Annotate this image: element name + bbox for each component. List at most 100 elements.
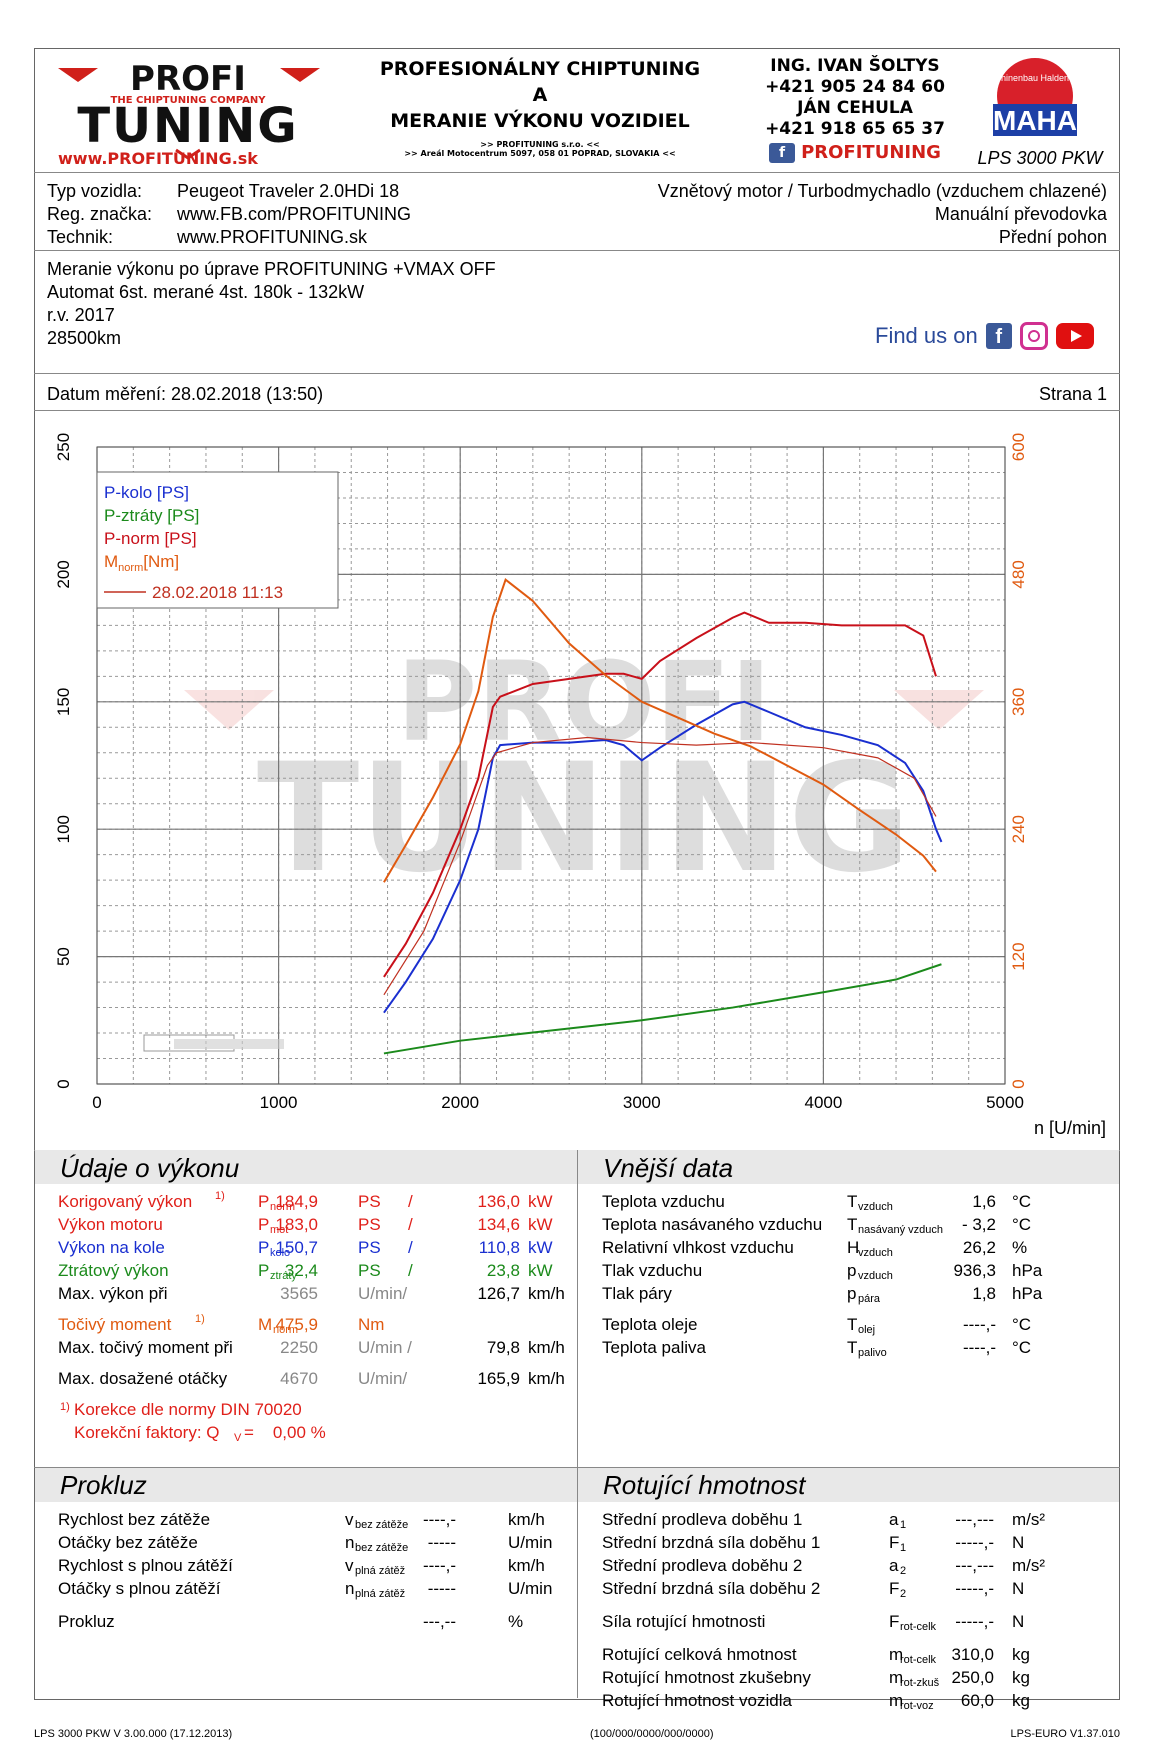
- row-value: 936,3: [953, 1261, 996, 1280]
- row-label: Teplota oleje: [602, 1315, 698, 1334]
- social-links: Find us on f: [875, 322, 1094, 350]
- factor-value: = 0,00 %: [244, 1423, 326, 1442]
- unit-kw: kW: [528, 1238, 553, 1257]
- footnote-mark: 1): [195, 1313, 205, 1325]
- contact1-name: ING. IVAN ŠOLTYS: [770, 56, 940, 76]
- find-us-label: Find us on: [875, 323, 978, 348]
- dyno-model: LPS 3000 PKW: [977, 148, 1103, 168]
- speed-value: 79,8: [486, 1338, 520, 1357]
- row-symbol-sub: 1: [900, 1519, 907, 1531]
- row-symbol: H: [847, 1238, 860, 1257]
- row-label: Ztrátový výkon: [58, 1261, 169, 1280]
- row-symbol: F: [889, 1612, 900, 1631]
- row-symbol-sub: plná zátěž: [355, 1565, 406, 1577]
- facebook-icon[interactable]: f: [985, 323, 1012, 349]
- unit-ps: PS: [358, 1192, 381, 1211]
- vehicle-info-left: Typ vozidla: Peugeot Traveler 2.0HDi 18 R…: [47, 181, 412, 247]
- row-value: 26,2: [962, 1238, 996, 1257]
- maha-logo: Maschinenbau Haldenwang MAHA: [975, 56, 1095, 146]
- row-symbol: T: [847, 1215, 858, 1234]
- header-title: PROFESIONÁLNY CHIPTUNING A MERANIE VÝKON…: [379, 58, 701, 158]
- row-symbol-sub: palivo: [858, 1347, 887, 1359]
- row-symbol: p: [847, 1261, 857, 1280]
- facebook-like-icon: f: [769, 142, 796, 163]
- row-value: ----,-: [422, 1510, 456, 1529]
- row-symbol-sub: vzduch: [858, 1270, 893, 1282]
- factor-label: Korekční faktory: Q: [74, 1423, 220, 1442]
- report-frame: [34, 48, 1120, 1700]
- x-tick-label: 2000: [441, 1093, 479, 1112]
- logo-top-text: PROFI: [130, 59, 246, 99]
- row-symbol-sub: vzduch: [858, 1201, 893, 1213]
- y-left-tick-label: 250: [54, 433, 73, 461]
- row-symbol: P: [258, 1215, 270, 1234]
- performance-title: Údaje o výkonu: [60, 1153, 240, 1183]
- contact2-name: JÁN CEHULA: [797, 98, 913, 118]
- y-right-tick-label: 360: [1009, 688, 1028, 716]
- rotating-row: Střední prodleva doběhu 2 a 2 ---,--- m/s²: [602, 1556, 1102, 1578]
- plot-border: [96, 446, 1006, 1085]
- youtube-icon[interactable]: [1055, 323, 1094, 349]
- row-value: ---,---: [955, 1510, 994, 1529]
- slip-title: Prokluz: [60, 1470, 147, 1500]
- speed-value: 165,9: [477, 1369, 520, 1388]
- contact2-phone: +421 918 65 65 37: [765, 119, 945, 139]
- x-tick-label: 0: [92, 1093, 101, 1112]
- measurement-notes: Meranie výkonu po úprave PROFITUNING +VM…: [47, 259, 496, 348]
- unit-ps: PS: [358, 1238, 381, 1257]
- rpm-value: 2250: [280, 1338, 318, 1357]
- y-left-tick-label: 50: [54, 947, 73, 966]
- legend-m-norm: Mnorm[Nm]: [104, 552, 179, 574]
- rotating-row: Rotující hmotnost zkušebny m rot-zkuš 250,0…: [602, 1668, 1102, 1690]
- row-symbol: P: [258, 1238, 270, 1257]
- rotating-row: Střední brzdná síla doběhu 2 F 2 -----,- N: [602, 1579, 1102, 1601]
- torque-unit: Nm: [358, 1315, 385, 1334]
- vehicle-reg: www.FB.com/PROFITUNING: [177, 204, 412, 224]
- row-symbol-sub: kolo: [270, 1247, 291, 1259]
- row-unit: N: [1012, 1612, 1025, 1631]
- row-unit: %: [1012, 1238, 1028, 1257]
- fb-brand: PROFITUNING: [801, 142, 941, 163]
- rpm-value: 4670: [280, 1369, 318, 1388]
- x-tick-label: 4000: [804, 1093, 842, 1112]
- instagram-icon[interactable]: [1019, 322, 1048, 350]
- row-value: 60,0: [960, 1691, 994, 1710]
- row-symbol-sub: nasávaný vzduch: [858, 1224, 943, 1236]
- row-label: Max. dosažené otáčky: [58, 1369, 228, 1388]
- y-left-tick-label: 200: [54, 560, 73, 588]
- vehicle-technician: www.PROFITUNING.sk: [177, 227, 368, 247]
- row-unit: °C: [1012, 1315, 1032, 1334]
- row-unit: km/h: [508, 1510, 545, 1529]
- row-symbol-sub: mot: [270, 1224, 289, 1236]
- legend-p-ztraty: P-ztráty [PS]: [104, 506, 199, 525]
- x-axis-label: n [U/min]: [1034, 1118, 1106, 1138]
- rpm-value: 3565: [280, 1284, 318, 1303]
- max-torque-row: Max. točivý moment při 2250 U/min / 79,8 km/…: [58, 1338, 568, 1360]
- row-symbol: a: [889, 1556, 899, 1575]
- row-symbol-sub: bez zátěže: [355, 1519, 409, 1531]
- value-kw: 110,8: [478, 1238, 520, 1257]
- contact-block: ING. IVAN ŠOLTYS +421 905 24 84 60 JÁN C…: [745, 56, 965, 163]
- value-kw: 23,8: [486, 1261, 520, 1280]
- row-label: Teplota nasávaného vzduchu: [602, 1215, 823, 1234]
- row-value: ----,-: [422, 1556, 456, 1575]
- external-title: Vnější data: [603, 1153, 734, 1183]
- row-label: Otáčky bez zátěže: [58, 1533, 198, 1552]
- footnote-mark: 1): [215, 1190, 225, 1202]
- slip-row: Rychlost bez zátěže v bez zátěže ----,- km/h: [58, 1510, 568, 1532]
- rpm-unit: U/min/: [358, 1369, 408, 1388]
- separator: /: [408, 1261, 413, 1280]
- row-symbol-sub: pára: [858, 1293, 881, 1305]
- row-symbol-sub: vzduch: [858, 1247, 893, 1259]
- correction-factor: Korekční faktory: Q V = 0,00 %: [58, 1423, 568, 1445]
- torque-value: 475,9: [275, 1315, 318, 1334]
- row-value: ----,-: [962, 1315, 996, 1334]
- row-symbol-sub: rot-voz: [900, 1700, 934, 1712]
- row-label: Teplota vzduchu: [602, 1192, 725, 1211]
- row-value: ---,---: [955, 1556, 994, 1575]
- row-symbol: F: [889, 1579, 900, 1598]
- contact1-phone: +421 905 24 84 60: [765, 77, 945, 97]
- rotating-row: Rotující hmotnost vozidla m rot-voz 60,0 kg: [602, 1691, 1102, 1713]
